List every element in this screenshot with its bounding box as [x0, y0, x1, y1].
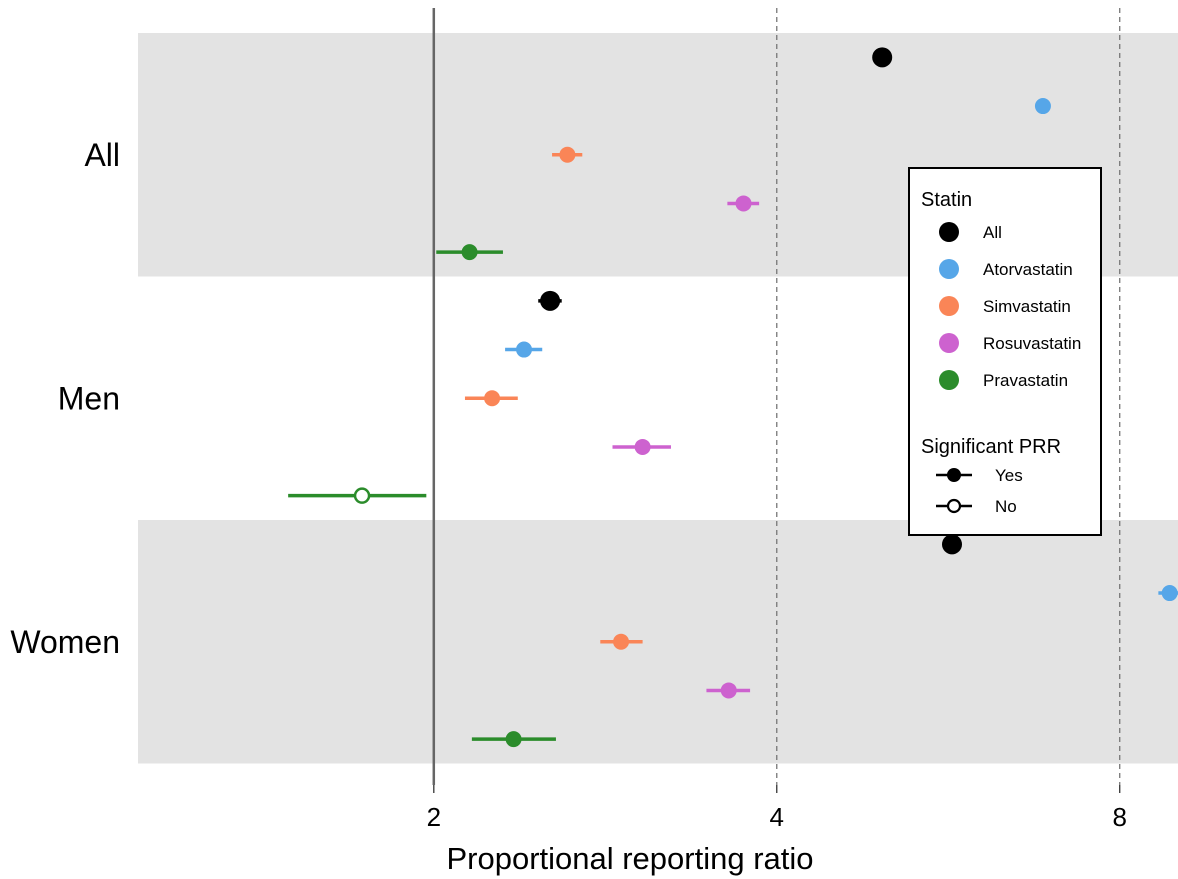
- x-axis-title: Proportional reporting ratio: [446, 841, 813, 876]
- legend-key-rosuvastatin: [939, 333, 959, 353]
- x-tick-label-2: 2: [427, 802, 441, 832]
- group-label-women: Women: [10, 624, 120, 660]
- legend-label-yes: Yes: [995, 466, 1023, 485]
- point-men-rosuvastatin: [634, 438, 651, 455]
- point-men-simvastatin: [484, 390, 501, 407]
- legend-key-atorvastatin: [939, 259, 959, 279]
- legend-shape-yes: [947, 468, 961, 482]
- x-tick-label-8: 8: [1112, 802, 1126, 832]
- x-tick-label-4: 4: [770, 802, 784, 832]
- legend-shape-no: [946, 498, 962, 514]
- group-bands: [138, 33, 1178, 764]
- group-band-women: [138, 520, 1178, 764]
- legend-label-rosuvastatin: Rosuvastatin: [983, 334, 1081, 353]
- legend-label-atorvastatin: Atorvastatin: [983, 260, 1073, 279]
- point-men-pravastatin: [353, 487, 371, 504]
- point-all-all: [872, 47, 893, 68]
- point-all-pravastatin: [461, 244, 478, 261]
- legend-title-statin: Statin: [921, 189, 972, 211]
- group-label-all: All: [84, 137, 120, 173]
- gridlines: [432, 8, 1121, 785]
- point-all-rosuvastatin: [735, 195, 752, 212]
- point-women-all: [942, 534, 963, 555]
- point-men-all: [540, 290, 561, 311]
- point-women-rosuvastatin: [720, 682, 737, 699]
- group-label-men: Men: [58, 380, 120, 416]
- point-women-pravastatin: [505, 731, 522, 748]
- legend-label-all: All: [983, 223, 1002, 242]
- legend-key-pravastatin: [939, 370, 959, 390]
- legend-title-significance: Significant PRR: [921, 436, 1061, 458]
- point-all-simvastatin: [559, 146, 576, 163]
- legend-key-simvastatin: [939, 296, 959, 316]
- legend-label-simvastatin: Simvastatin: [983, 297, 1071, 316]
- point-all-atorvastatin: [1034, 98, 1051, 115]
- legend: Statin All Atorvastatin Simvastatin Rosuvast…: [908, 167, 1102, 536]
- x-axis: 2 4 8: [427, 785, 1127, 832]
- legend-label-pravastatin: Pravastatin: [983, 371, 1068, 390]
- plot-marks: [288, 47, 1178, 748]
- group-labels: All Men Women: [10, 137, 120, 660]
- legend-label-no: No: [995, 497, 1017, 516]
- point-women-simvastatin: [613, 633, 630, 650]
- legend-key-all: [939, 222, 959, 242]
- point-men-atorvastatin: [516, 341, 533, 358]
- point-women-atorvastatin: [1161, 585, 1178, 602]
